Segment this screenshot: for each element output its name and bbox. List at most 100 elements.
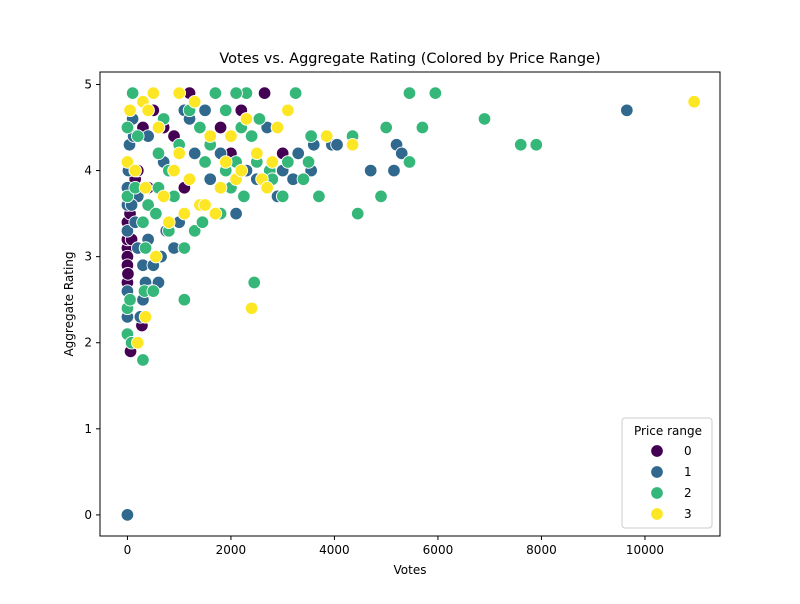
scatter-point-price-3 <box>260 181 274 195</box>
scatter-point-price-0 <box>213 120 228 135</box>
scatter-point-price-2 <box>125 86 140 100</box>
scatter-point-price-2 <box>141 198 155 212</box>
scatter-point-price-2 <box>131 129 145 143</box>
scatter-point-price-2 <box>123 292 137 307</box>
scatter-point-price-1 <box>330 137 344 152</box>
scatter-point-price-2 <box>229 86 243 100</box>
legend-label: 1 <box>684 465 692 479</box>
scatter-point-price-2 <box>138 241 153 255</box>
scatter-point-price-2 <box>120 189 135 204</box>
scatter-point-price-2 <box>275 189 290 204</box>
scatter-point-price-2 <box>296 172 311 186</box>
scatter-point-price-3 <box>319 129 334 143</box>
scatter-point-price-3 <box>141 103 155 118</box>
scatter-point-price-1 <box>394 146 409 161</box>
scatter-point-price-3 <box>198 198 212 212</box>
scatter-point-price-3 <box>208 206 223 221</box>
scatter-point-price-1 <box>120 224 135 238</box>
plot-area-frame <box>99 71 721 537</box>
scatter-point-price-3 <box>177 206 192 221</box>
scatter-point-price-3 <box>146 86 161 100</box>
scatter-point-price-2 <box>428 86 443 100</box>
scatter-point-price-1 <box>291 146 305 161</box>
scatter-point-price-2 <box>288 86 303 100</box>
scatter-point-price-3 <box>234 163 249 178</box>
y-tick-label: 2 <box>84 336 92 350</box>
scatter-point-price-3 <box>120 155 135 169</box>
scatter-point-price-2 <box>149 206 163 221</box>
scatter-point-price-2 <box>281 155 295 169</box>
legend-label: 2 <box>684 486 692 500</box>
x-tick-label: 0 <box>124 543 132 557</box>
scatter-point-price-2 <box>374 189 388 204</box>
scatter-point-price-2 <box>136 215 150 229</box>
scatter-point-price-1 <box>203 172 217 186</box>
scatter-point-price-3 <box>203 129 217 143</box>
scatter-point-price-2 <box>379 120 393 135</box>
scatter-point-price-2 <box>415 120 430 135</box>
scatter-point-price-3 <box>265 155 280 169</box>
legend-title: Price range <box>634 424 702 438</box>
scatter-point-price-1 <box>620 103 634 118</box>
scatter-point-price-2 <box>304 129 318 143</box>
legend-marker-3 <box>650 507 664 521</box>
y-axis-ticks: 0 1 2 3 4 5 <box>84 77 100 522</box>
scatter-point-price-2 <box>252 112 267 126</box>
x-tick-label: 4000 <box>319 543 350 557</box>
x-axis-ticks: 0 2000 4000 6000 8000 10000 <box>124 536 664 557</box>
scatter-point-price-0 <box>257 86 272 100</box>
scatter-point-price-1 <box>198 103 212 118</box>
scatter-point-price-3 <box>156 189 171 204</box>
scatter-point-price-1 <box>363 163 378 178</box>
scatter-point-price-3 <box>239 112 254 126</box>
legend-box <box>621 417 713 529</box>
scatter-point-price-3 <box>128 163 142 178</box>
y-tick-label: 0 <box>84 508 92 522</box>
scatter-point-price-2 <box>208 86 223 100</box>
scatter-point-price-1 <box>387 163 401 178</box>
points-layer <box>120 86 701 522</box>
scatter-point-price-2 <box>120 120 135 135</box>
scatter-point-price-2 <box>151 146 166 161</box>
scatter-point-price-3 <box>281 103 295 118</box>
x-tick-label: 6000 <box>423 543 454 557</box>
scatter-point-price-2 <box>247 275 261 290</box>
x-tick-label: 8000 <box>526 543 557 557</box>
scatter-point-price-3 <box>182 172 197 186</box>
scatter-point-price-2 <box>177 292 192 307</box>
scatter-point-price-2 <box>187 224 202 238</box>
scatter-point-price-3 <box>224 129 238 143</box>
scatter-point-price-3 <box>123 103 137 118</box>
scatter-point-price-3 <box>162 215 176 229</box>
scatter-point-price-3 <box>687 94 701 109</box>
legend-label: 0 <box>684 444 692 458</box>
scatter-point-price-3 <box>131 335 145 350</box>
scatter-point-price-0 <box>121 267 135 281</box>
scatter-point-price-2 <box>301 155 316 169</box>
scatter-point-price-3 <box>219 155 233 169</box>
scatter-point-price-2 <box>237 189 251 204</box>
scatter-point-price-2 <box>193 120 207 135</box>
scatter-point-price-2 <box>198 155 212 169</box>
scatter-point-price-2 <box>177 241 192 255</box>
scatter-point-price-1 <box>229 206 243 221</box>
scatter-point-price-3 <box>172 146 186 161</box>
scatter-point-price-3 <box>187 94 202 109</box>
y-tick-label: 4 <box>84 164 92 178</box>
x-axis-label: Votes <box>394 563 427 577</box>
scatter-point-price-2 <box>136 353 150 367</box>
scatter-point-price-2 <box>244 129 259 143</box>
x-tick-label: 10000 <box>626 543 664 557</box>
legend-marker-0 <box>650 444 664 458</box>
scatter-point-price-2 <box>350 206 365 221</box>
scatter-point-price-3 <box>172 86 186 100</box>
scatter-point-price-3 <box>149 249 163 264</box>
scatter-point-price-2 <box>402 86 417 100</box>
legend-items: 0 1 2 3 <box>650 444 692 521</box>
y-tick-label: 5 <box>84 77 92 91</box>
legend: Price range 0 1 2 3 <box>621 417 713 529</box>
y-tick-label: 3 <box>84 250 92 264</box>
scatter-point-price-3 <box>151 120 166 135</box>
chart-title: Votes vs. Aggregate Rating (Colored by P… <box>219 51 600 67</box>
